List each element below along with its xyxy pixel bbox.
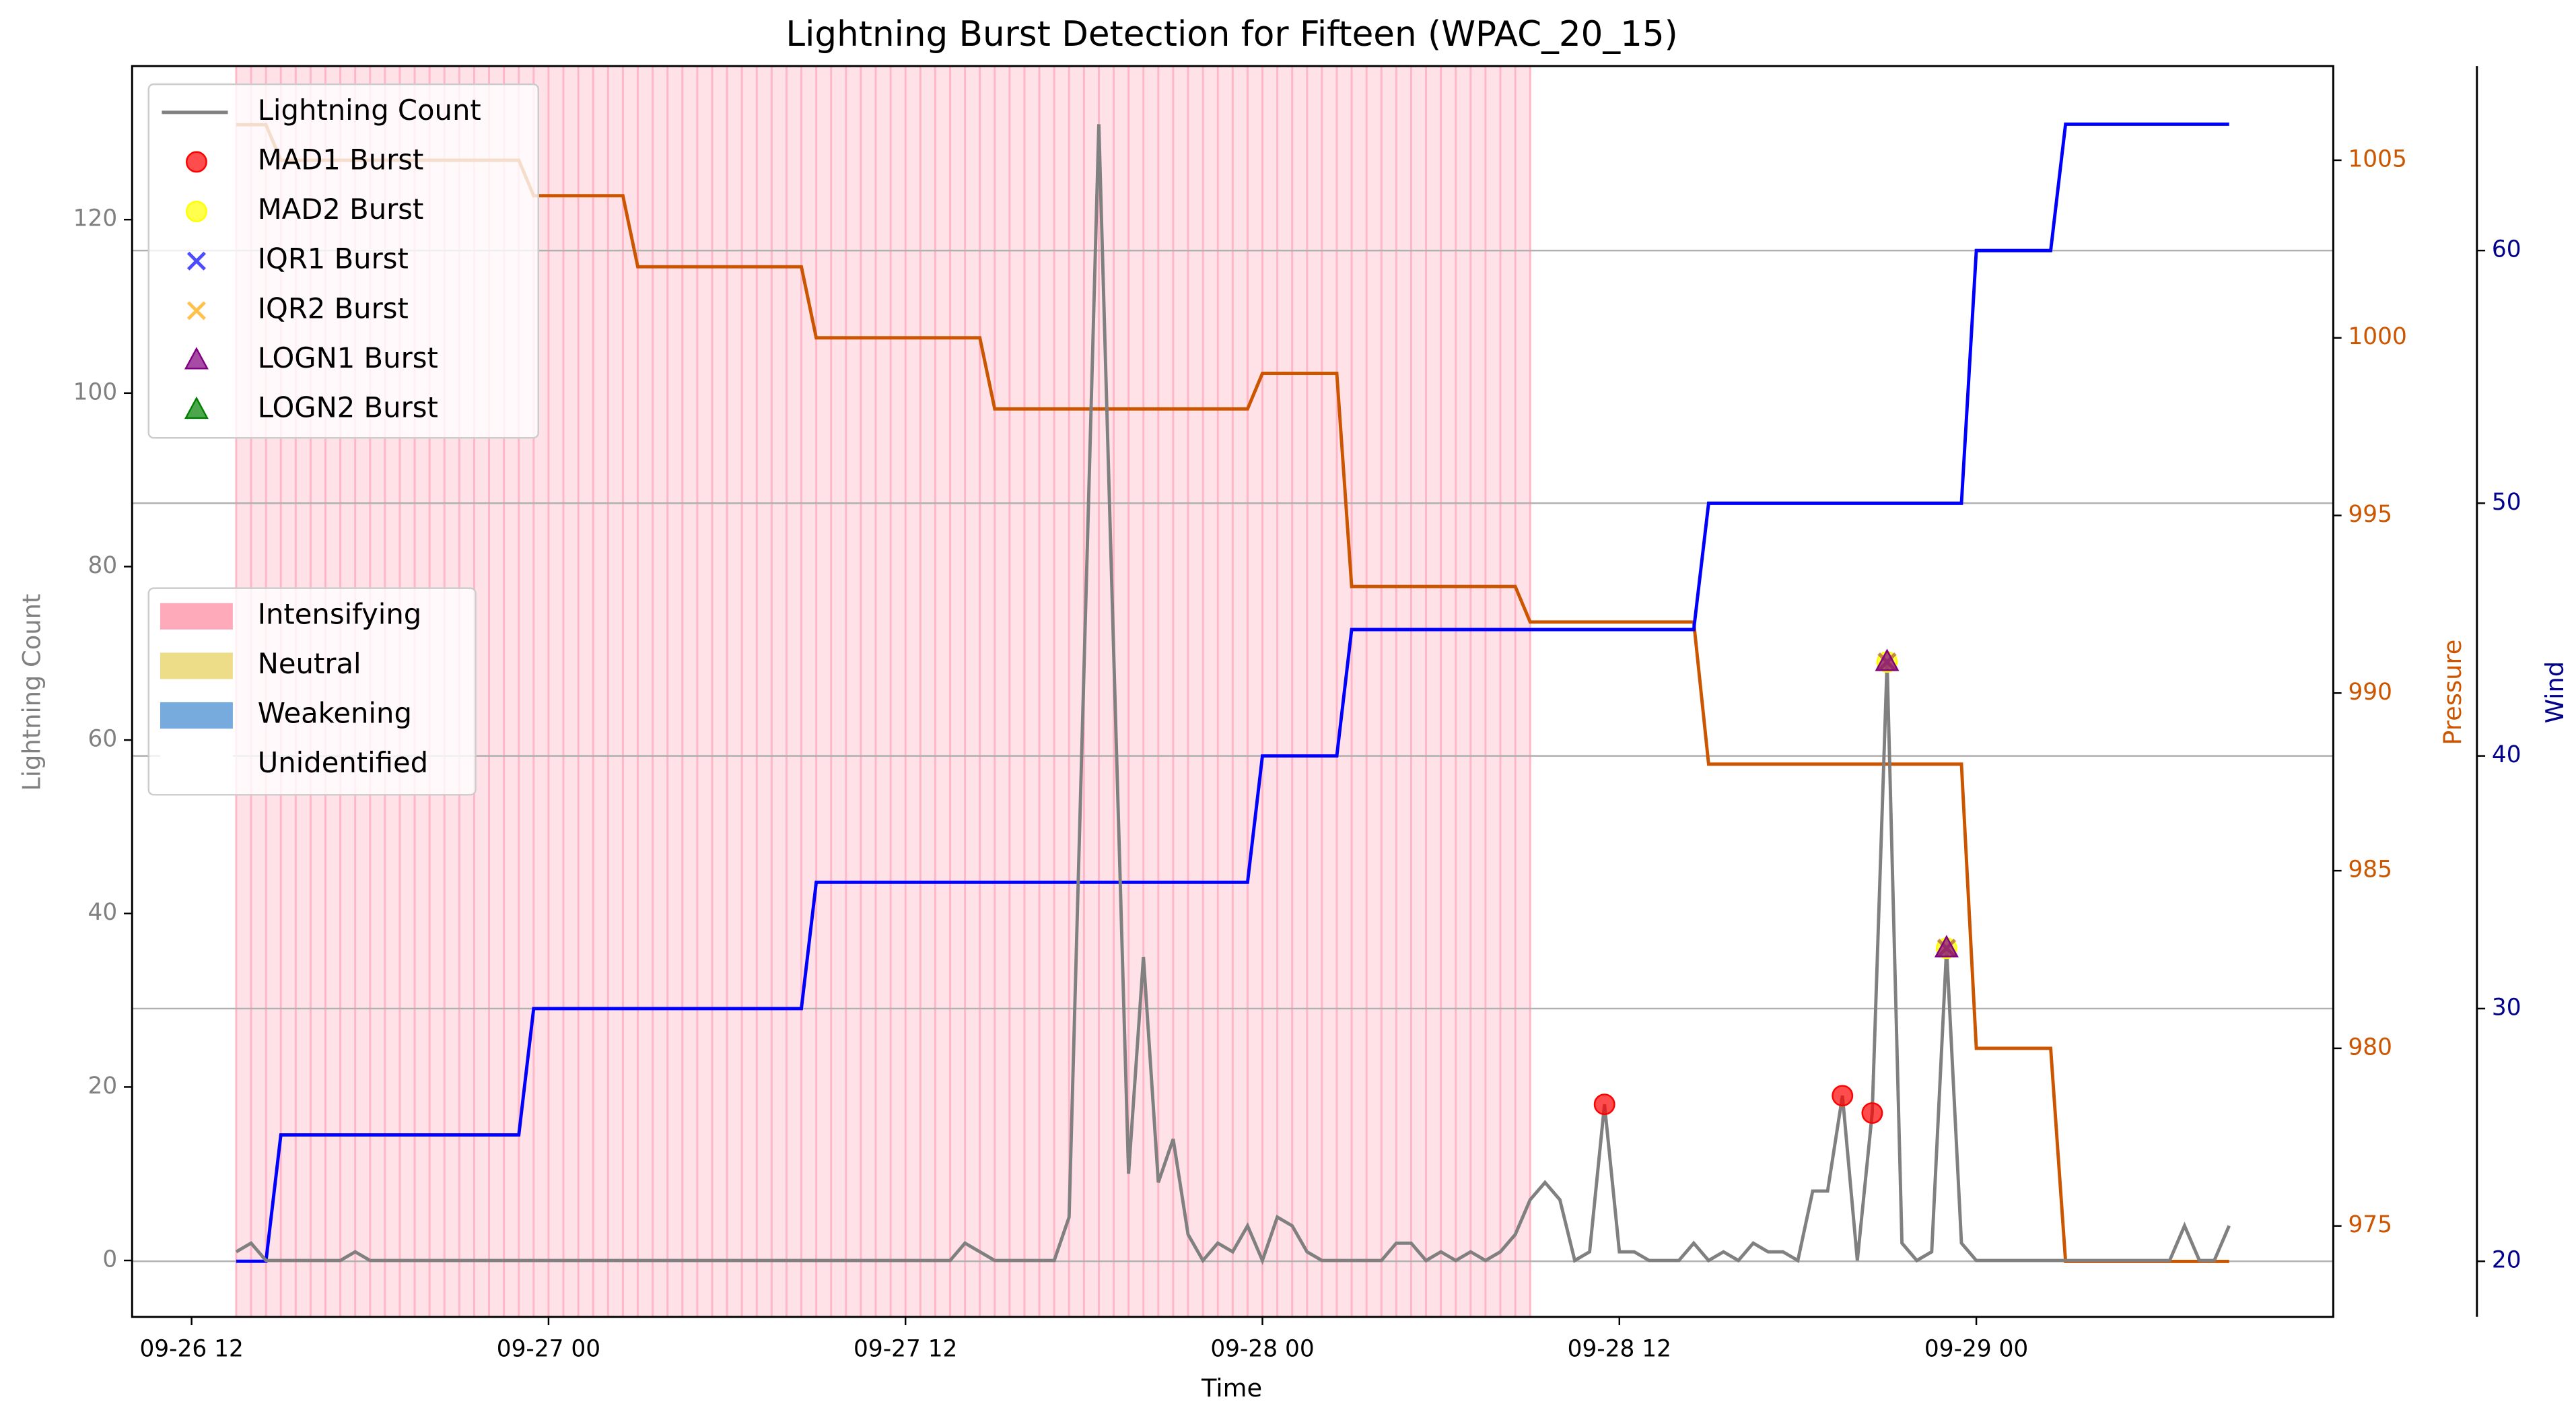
y2-tick-label: 990 <box>2348 679 2392 706</box>
x-tick-label: 09-26 12 <box>139 1335 243 1362</box>
x-tick-label: 09-28 00 <box>1210 1335 1314 1362</box>
x-tick-label: 09-27 12 <box>854 1335 957 1362</box>
x-tick-label: 09-27 00 <box>497 1335 600 1362</box>
legend-label: IQR2 Burst <box>258 292 409 325</box>
y-tick-label: 40 <box>88 899 117 926</box>
legend-label: MAD1 Burst <box>258 143 424 176</box>
legend-label: LOGN1 Burst <box>258 341 438 374</box>
y3-tick-label: 60 <box>2492 236 2521 263</box>
y-tick-label: 60 <box>88 726 117 753</box>
y2-axis-label: Pressure <box>2438 640 2467 745</box>
phase-legend: Intensifying Neutral Weakening Unidentified <box>147 587 477 796</box>
y2-tick-label: 975 <box>2348 1211 2392 1238</box>
legend-swatch <box>160 652 233 679</box>
legend-label: Weakening <box>258 697 412 730</box>
legend-swatch <box>186 251 206 271</box>
legend-swatch <box>160 702 233 729</box>
burst-marker <box>1875 648 1900 671</box>
y3-tick-label: 50 <box>2492 489 2521 516</box>
chart-title: Lightning Burst Detection for Fifteen (W… <box>786 14 1677 55</box>
y2-tick-label: 995 <box>2348 501 2392 528</box>
y-axis-label: Lightning Count <box>18 594 46 791</box>
legend-box <box>147 83 539 439</box>
y2-tick-label: 980 <box>2348 1034 2392 1060</box>
y-tick-label: 80 <box>88 552 117 579</box>
series-legend: Lightning Count MAD1 Burst MAD2 Burst IQR1 … <box>147 83 539 439</box>
legend-swatch <box>185 201 207 223</box>
legend-swatch <box>160 751 233 778</box>
y-tick-label: 0 <box>102 1246 117 1273</box>
y3-tick-label: 40 <box>2492 741 2521 768</box>
pressure-line <box>236 123 2229 1263</box>
x-axis-label: Time <box>1201 1374 1262 1403</box>
legend-label: MAD2 Burst <box>258 193 424 226</box>
legend-label: Intensifying <box>258 597 422 630</box>
plot-frame <box>131 65 2334 1318</box>
y2-tick-label: 1000 <box>2348 323 2406 350</box>
burst-marker <box>1934 935 1959 957</box>
lightning-line <box>235 124 2231 1265</box>
x-tick-label: 09-28 12 <box>1568 1335 1671 1362</box>
y-tick-label: 100 <box>73 378 118 405</box>
burst-marker <box>1861 1102 1883 1124</box>
legend-label: IQR1 Burst <box>258 242 409 275</box>
x-tick-label: 09-29 00 <box>1924 1335 2028 1362</box>
y-tick-label: 20 <box>88 1073 117 1100</box>
legend-label: Neutral <box>258 647 361 680</box>
legend-swatch <box>186 301 206 321</box>
legend-label: Unidentified <box>258 746 428 779</box>
legend-swatch <box>184 347 209 370</box>
wind-line <box>236 123 2229 1263</box>
legend-swatch <box>184 396 209 419</box>
legend-swatch <box>160 603 233 630</box>
legend-label: Lightning Count <box>258 94 481 127</box>
legend-label: LOGN2 Burst <box>258 391 438 424</box>
burst-marker <box>1593 1093 1615 1116</box>
legend-box <box>147 587 477 796</box>
y3-tick-label: 20 <box>2492 1247 2521 1274</box>
y2-tick-label: 1005 <box>2348 145 2406 172</box>
y2-tick-label: 985 <box>2348 856 2392 883</box>
burst-marker <box>1832 1085 1854 1107</box>
y3-tick-label: 30 <box>2492 994 2521 1021</box>
y-tick-label: 120 <box>73 205 118 232</box>
y3-axis-label: Wind <box>2540 661 2569 723</box>
legend-swatch <box>185 151 207 173</box>
